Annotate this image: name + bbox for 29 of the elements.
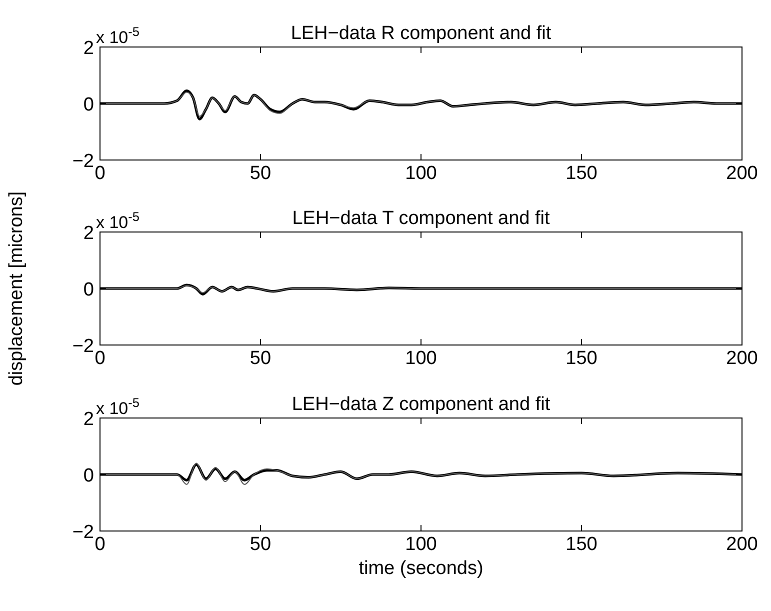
annotation: x 10$^{-5}$ <box>96 208 140 232</box>
x-tick-label: 50 <box>250 163 272 184</box>
x-tick-label: 50 <box>250 348 272 369</box>
x-tick-label: 200 <box>726 163 758 184</box>
chart-title: LEH−data R component and fit <box>290 23 552 44</box>
x-tick-label: 200 <box>726 348 758 369</box>
x-tick-label: 200 <box>726 534 758 555</box>
x-tick-label: 150 <box>566 534 598 555</box>
chart-title: LEH−data Z component and fit <box>292 394 551 415</box>
chart-title: LEH−data T component and fit <box>292 208 550 229</box>
x-tick-label: 50 <box>250 534 272 555</box>
y-tick-label: 0 <box>83 94 94 116</box>
y-tick-label: −2 <box>72 336 94 357</box>
y-tick-label: 2 <box>83 223 94 244</box>
y-tick-label: 0 <box>83 466 94 486</box>
x-tick-label: 150 <box>566 163 598 184</box>
x-axis-title: time (seconds) <box>358 558 484 579</box>
x-tick-label: 100 <box>405 348 437 369</box>
y-axis-title: displacement [microns] <box>6 191 27 386</box>
y-tick-label: 2 <box>83 409 94 430</box>
x-tick-label: 100 <box>405 534 437 555</box>
y-tick-label: 0 <box>83 280 94 300</box>
y-tick-label: 2 <box>83 38 94 59</box>
annotation: x 10$^{-5}$ <box>96 394 140 418</box>
annotation: x 10$^{-5}$ <box>96 24 140 47</box>
x-tick-label: 100 <box>405 163 437 184</box>
y-tick-label: −2 <box>72 151 94 172</box>
x-tick-label: 150 <box>566 348 598 369</box>
y-tick-label: −2 <box>72 522 94 543</box>
